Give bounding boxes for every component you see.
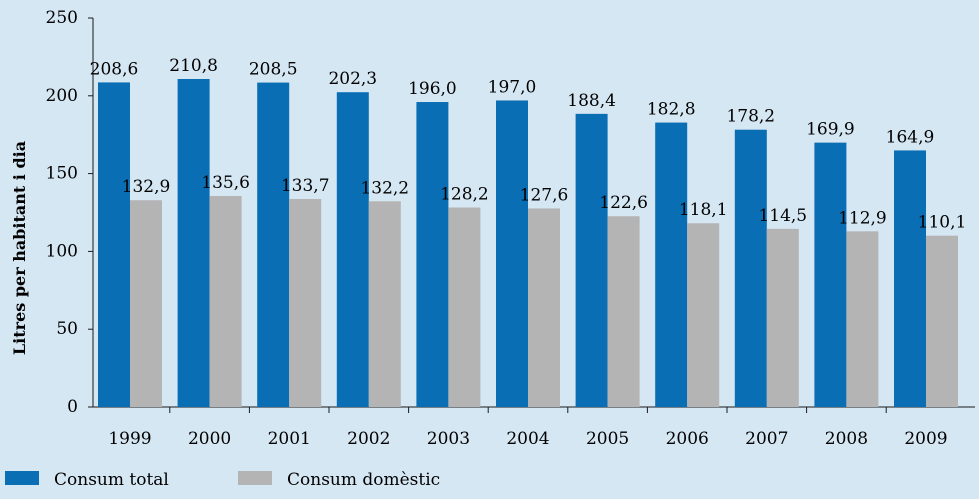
data-label: 202,3 bbox=[328, 69, 377, 89]
bar-consum-total bbox=[575, 113, 608, 407]
data-label: 197,0 bbox=[488, 77, 537, 97]
data-label: 164,9 bbox=[886, 127, 935, 147]
data-label: 182,8 bbox=[647, 100, 696, 120]
data-label: 208,6 bbox=[90, 59, 139, 79]
y-tick-label: 50 bbox=[56, 319, 78, 339]
bar-consum-total bbox=[734, 129, 767, 407]
x-tick-label: 2000 bbox=[188, 429, 231, 449]
bar-consum-domestic bbox=[846, 231, 879, 407]
x-tick-label: 2005 bbox=[586, 429, 629, 449]
data-label: 132,2 bbox=[360, 178, 409, 198]
x-tick-label: 2009 bbox=[904, 429, 947, 449]
data-label: 135,6 bbox=[201, 173, 250, 193]
bar-consum-domestic bbox=[130, 200, 162, 407]
bar-consum-domestic bbox=[607, 216, 640, 407]
data-label: 178,2 bbox=[726, 107, 775, 127]
y-tick-label: 200 bbox=[46, 86, 78, 106]
bar-consum-total bbox=[655, 122, 688, 407]
y-axis-label: Litres per habitant i dia bbox=[10, 141, 29, 355]
y-tick-label: 250 bbox=[46, 8, 78, 28]
data-label: 110,1 bbox=[918, 213, 967, 233]
y-tick-label: 0 bbox=[67, 397, 78, 417]
bar-consum-domestic bbox=[368, 201, 401, 407]
data-label: 118,1 bbox=[679, 200, 728, 220]
bar-consum-domestic bbox=[209, 196, 242, 407]
x-tick-label: 2007 bbox=[745, 429, 788, 449]
x-tick-label: 1999 bbox=[108, 429, 151, 449]
x-tick-label: 2002 bbox=[347, 429, 390, 449]
bar-consum-domestic bbox=[528, 208, 560, 407]
x-tick-label: 2006 bbox=[666, 429, 709, 449]
data-label: 128,2 bbox=[440, 185, 489, 205]
bar-consum-domestic bbox=[448, 207, 481, 407]
bar-consum-domestic bbox=[687, 223, 720, 407]
bar-consum-total bbox=[496, 100, 528, 407]
bar-consum-domestic bbox=[926, 235, 958, 407]
bar-consum-total bbox=[257, 82, 290, 407]
x-tick-label: 2004 bbox=[506, 429, 549, 449]
data-label: 114,5 bbox=[758, 206, 807, 226]
x-tick-label: 2008 bbox=[825, 429, 868, 449]
bar-consum-total bbox=[894, 150, 926, 408]
legend-swatch bbox=[238, 471, 272, 485]
data-label: 112,9 bbox=[838, 208, 887, 228]
y-tick-label: 100 bbox=[46, 241, 78, 261]
legend-label: Consum domèstic bbox=[287, 470, 440, 490]
x-tick-label: 2001 bbox=[268, 429, 311, 449]
data-label: 127,6 bbox=[520, 185, 569, 205]
data-label: 122,6 bbox=[599, 193, 648, 213]
x-tick-label: 2003 bbox=[427, 429, 470, 449]
legend-label: Consum total bbox=[54, 470, 169, 490]
bar-consum-total bbox=[98, 82, 130, 408]
data-label: 210,8 bbox=[169, 56, 218, 76]
bar-consum-total bbox=[336, 92, 369, 408]
bar-consum-total bbox=[177, 78, 210, 407]
legend-swatch bbox=[5, 471, 39, 485]
plot-area: 0 50 100 150 200 250 208,6 132,9 1999 210,8 135,6 2… bbox=[46, 8, 975, 449]
bar-consum-domestic bbox=[289, 198, 322, 407]
data-label: 196,0 bbox=[408, 79, 457, 99]
y-tick-label: 150 bbox=[46, 164, 78, 184]
data-label: 169,9 bbox=[806, 120, 855, 140]
data-label: 132,9 bbox=[122, 177, 171, 197]
legend: Consum total Consum domèstic bbox=[5, 470, 440, 490]
data-label: 208,5 bbox=[249, 60, 298, 80]
data-label: 133,7 bbox=[281, 176, 330, 196]
bar-consum-total bbox=[814, 142, 847, 407]
data-label: 188,4 bbox=[567, 91, 616, 111]
bar-consum-domestic bbox=[766, 228, 799, 407]
bar-consum-total bbox=[416, 102, 449, 408]
